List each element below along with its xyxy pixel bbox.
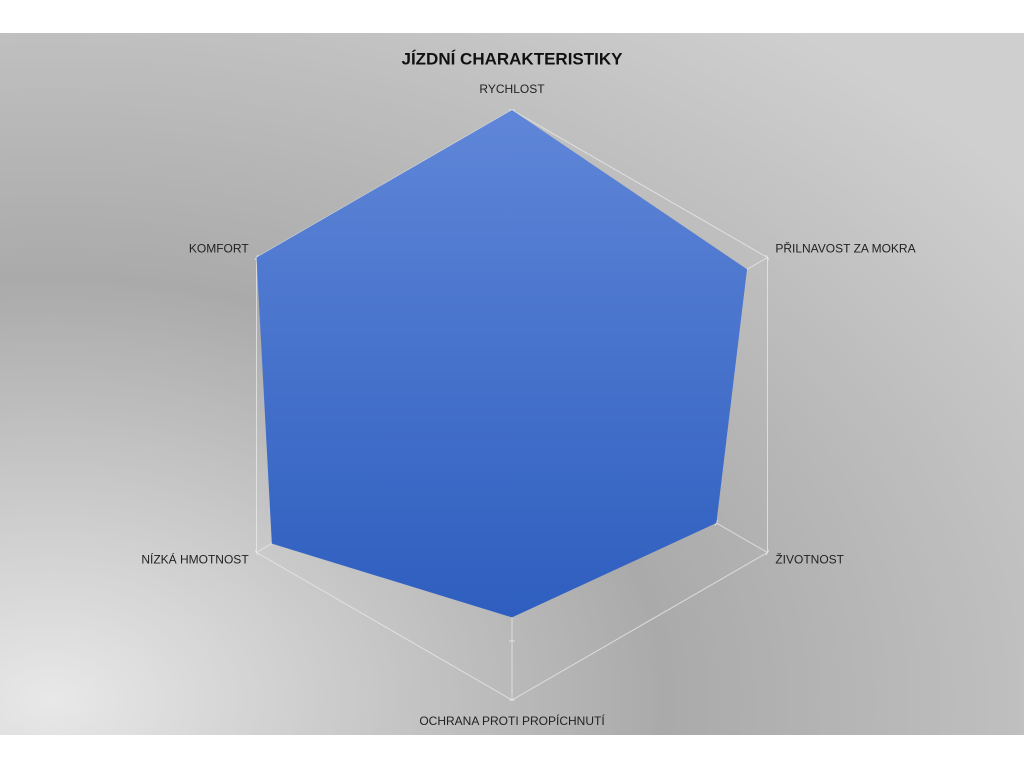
category-label: ŽIVOTNOST (775, 552, 844, 567)
category-label: RYCHLOST (479, 82, 545, 96)
data-area (256, 110, 748, 618)
tick-mark (765, 254, 770, 261)
tick-mark (765, 549, 770, 556)
category-label: PŘILNAVOST ZA MOKRA (775, 241, 915, 256)
category-label: NÍZKÁ HMOTNOST (141, 552, 249, 567)
category-label: KOMFORT (189, 242, 249, 256)
chart-title: JÍZDNÍ CHARAKTERISTIKY (401, 49, 623, 68)
tick-mark (254, 549, 259, 556)
category-label: OCHRANA PROTI PROPÍCHNUTÍ (419, 713, 605, 728)
